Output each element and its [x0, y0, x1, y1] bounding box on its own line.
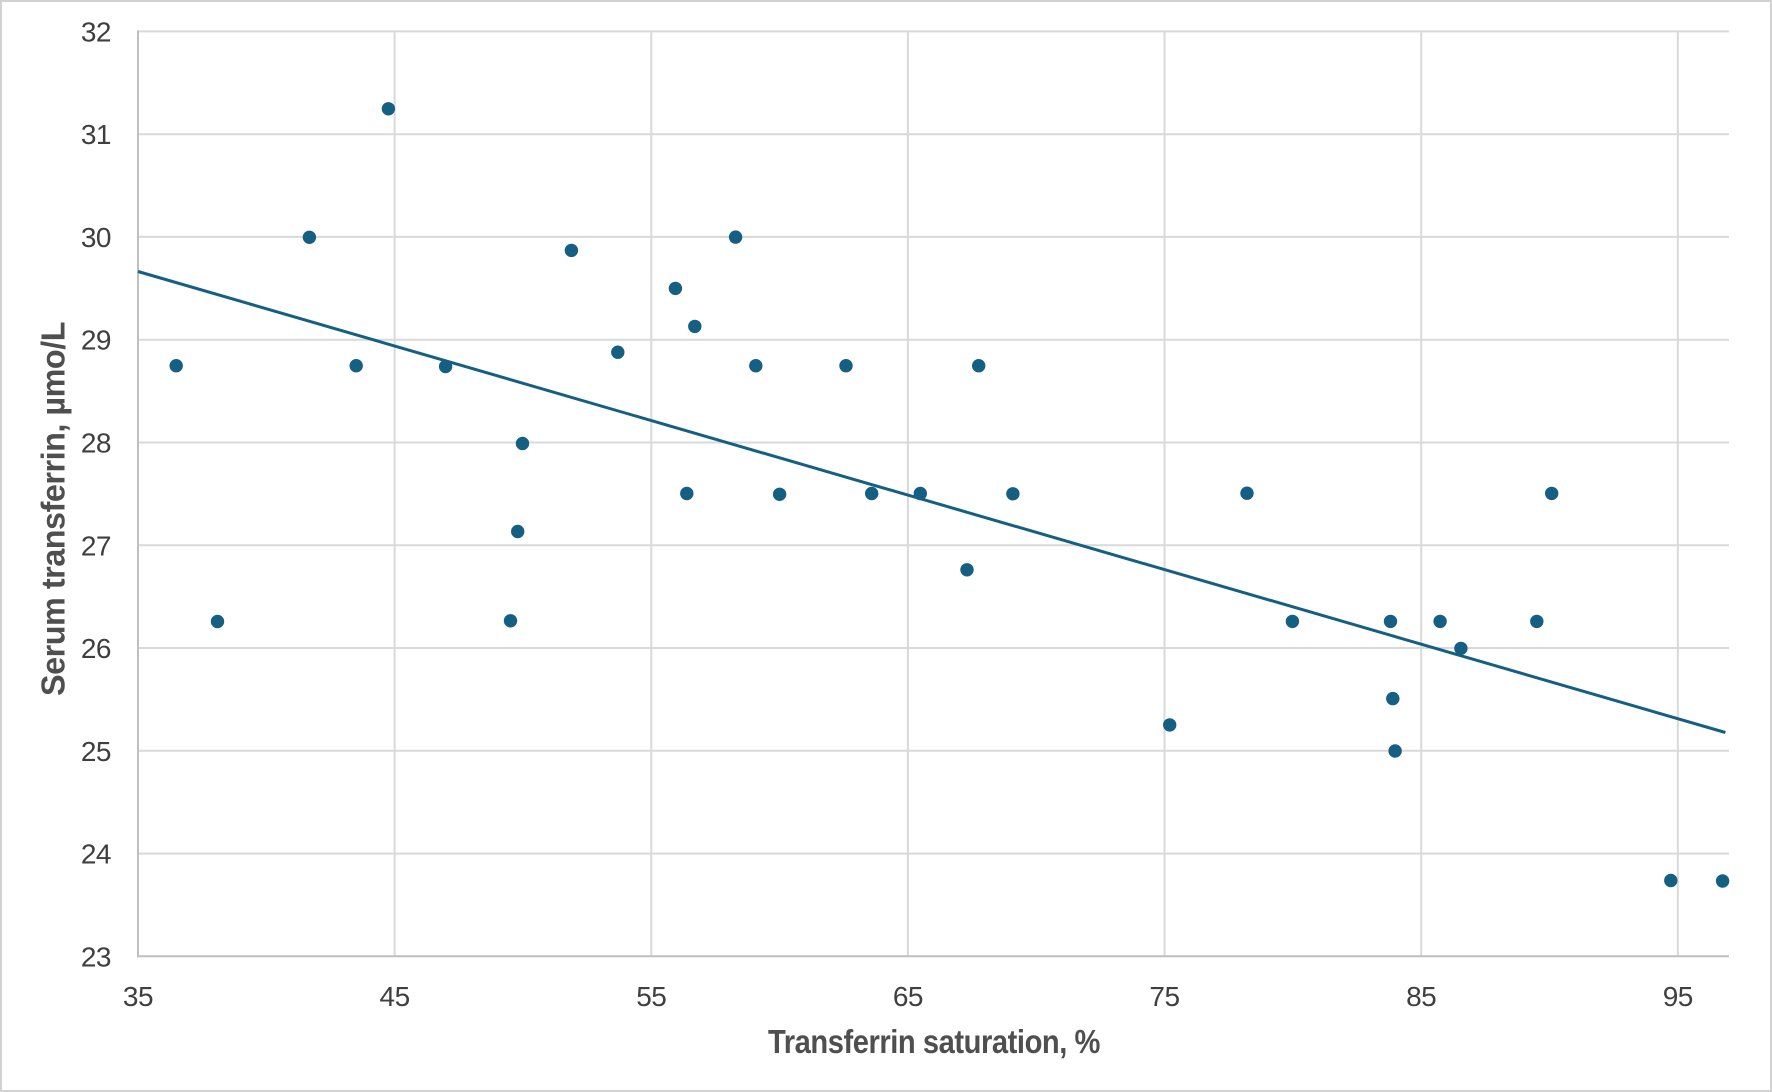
svg-text:45: 45 — [380, 981, 410, 1012]
svg-text:30: 30 — [81, 222, 111, 253]
svg-text:32: 32 — [81, 16, 111, 47]
svg-text:65: 65 — [893, 981, 923, 1012]
svg-text:27: 27 — [81, 530, 111, 561]
svg-text:75: 75 — [1149, 981, 1179, 1012]
svg-text:25: 25 — [81, 736, 111, 767]
svg-text:31: 31 — [81, 119, 111, 150]
svg-text:Transferrin saturation, %: Transferrin saturation, % — [768, 1023, 1100, 1060]
svg-text:35: 35 — [123, 981, 153, 1012]
svg-text:95: 95 — [1663, 981, 1693, 1012]
svg-text:85: 85 — [1406, 981, 1436, 1012]
svg-text:23: 23 — [81, 941, 111, 972]
svg-text:29: 29 — [81, 325, 111, 356]
svg-text:28: 28 — [81, 428, 111, 459]
svg-text:Serum transferrin, µmo/L: Serum transferrin, µmo/L — [35, 322, 72, 696]
svg-text:55: 55 — [636, 981, 666, 1012]
svg-text:24: 24 — [81, 839, 111, 870]
svg-text:26: 26 — [81, 633, 111, 664]
